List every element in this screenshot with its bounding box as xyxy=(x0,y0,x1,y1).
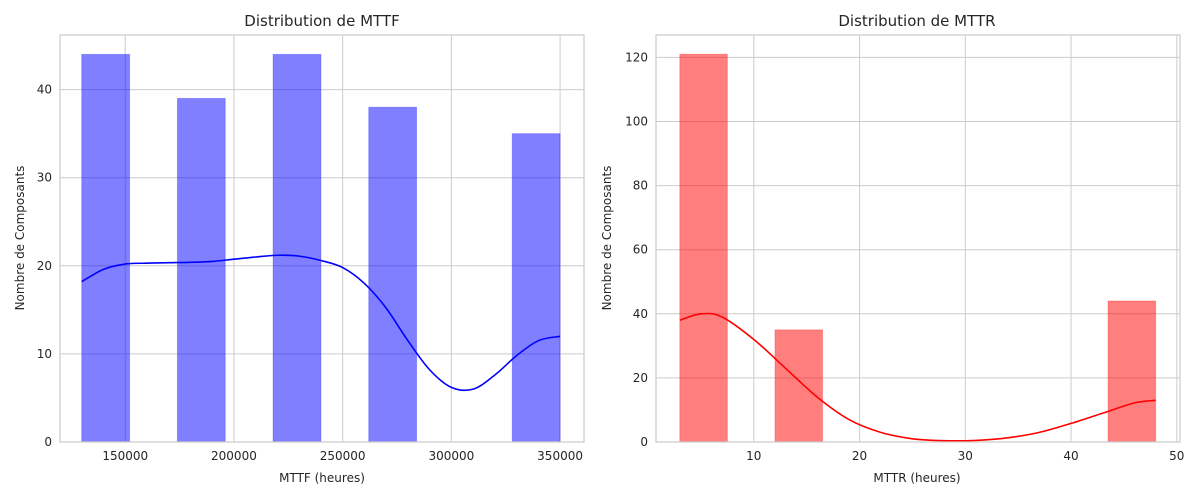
mttf-y-tick-label: 0 xyxy=(44,435,52,449)
mttr-kde-line xyxy=(679,312,1156,442)
mttf-y-axis-label: Nombre de Composants xyxy=(13,166,27,311)
mttf-histogram-bar xyxy=(511,133,561,443)
mttf-x-tick-label: 250000 xyxy=(320,449,366,463)
mttf-x-axis-label: MTTF (heures) xyxy=(279,471,365,485)
mttr-y-tick-label: 100 xyxy=(625,115,648,129)
mttf-bars xyxy=(81,53,561,443)
mttr-y-tick-label: 20 xyxy=(633,371,648,385)
mttf-y-tick-label: 10 xyxy=(37,347,52,361)
mttr-histogram-bar xyxy=(1107,300,1157,443)
mttf-histogram-bar xyxy=(272,53,322,443)
mttr-x-tick-label: 30 xyxy=(958,449,973,463)
mttr-x-tick-label: 50 xyxy=(1169,449,1184,463)
mttf-chart-title: Distribution de MTTF xyxy=(244,12,399,30)
mttf-y-tick-label: 40 xyxy=(37,83,52,97)
mttr-histogram-bar xyxy=(774,329,824,443)
mttf-plot-frame xyxy=(59,34,585,443)
mttr-y-tick-label: 80 xyxy=(633,179,648,193)
mttf-x-tick-label: 300000 xyxy=(428,449,474,463)
mttf-x-tick-label: 200000 xyxy=(211,449,257,463)
mttr-histogram-bar xyxy=(679,53,728,443)
mttf-y-tick-label: 30 xyxy=(37,171,52,185)
mttr-y-tick-label: 60 xyxy=(633,243,648,257)
mttf-histogram-bar xyxy=(81,53,131,443)
mttf-histogram-bar xyxy=(368,106,418,443)
mttr-y-tick-label: 0 xyxy=(640,435,648,449)
mttr-x-axis-label: MTTR (heures) xyxy=(873,471,960,485)
mttf-histogram-bar xyxy=(176,97,226,443)
mttf-x-tick-label: 350000 xyxy=(537,449,583,463)
mttf-chart-panel: Distribution de MTTF MTTF (heures) Nombr… xyxy=(13,12,585,485)
mttr-x-tick-label: 10 xyxy=(746,449,761,463)
mttr-y-axis-label: Nombre de Composants xyxy=(600,166,614,311)
mttr-y-tick-label: 120 xyxy=(625,50,648,64)
mttr-y-tick-label: 40 xyxy=(633,307,648,321)
mttr-grid xyxy=(656,35,1180,443)
mttf-y-tick-label: 20 xyxy=(37,259,52,273)
mttr-chart-title: Distribution de MTTR xyxy=(838,12,995,30)
mttr-plot-frame xyxy=(655,34,1181,443)
mttr-x-tick-label: 40 xyxy=(1063,449,1078,463)
mttr-x-tick-label: 20 xyxy=(852,449,867,463)
mttf-x-tick-label: 150000 xyxy=(102,449,148,463)
mttf-kde-line xyxy=(81,254,561,392)
mttr-bars xyxy=(679,53,1157,443)
mttr-chart-panel: Distribution de MTTR MTTR (heures) Nombr… xyxy=(600,12,1184,485)
mttf-grid xyxy=(60,35,584,443)
